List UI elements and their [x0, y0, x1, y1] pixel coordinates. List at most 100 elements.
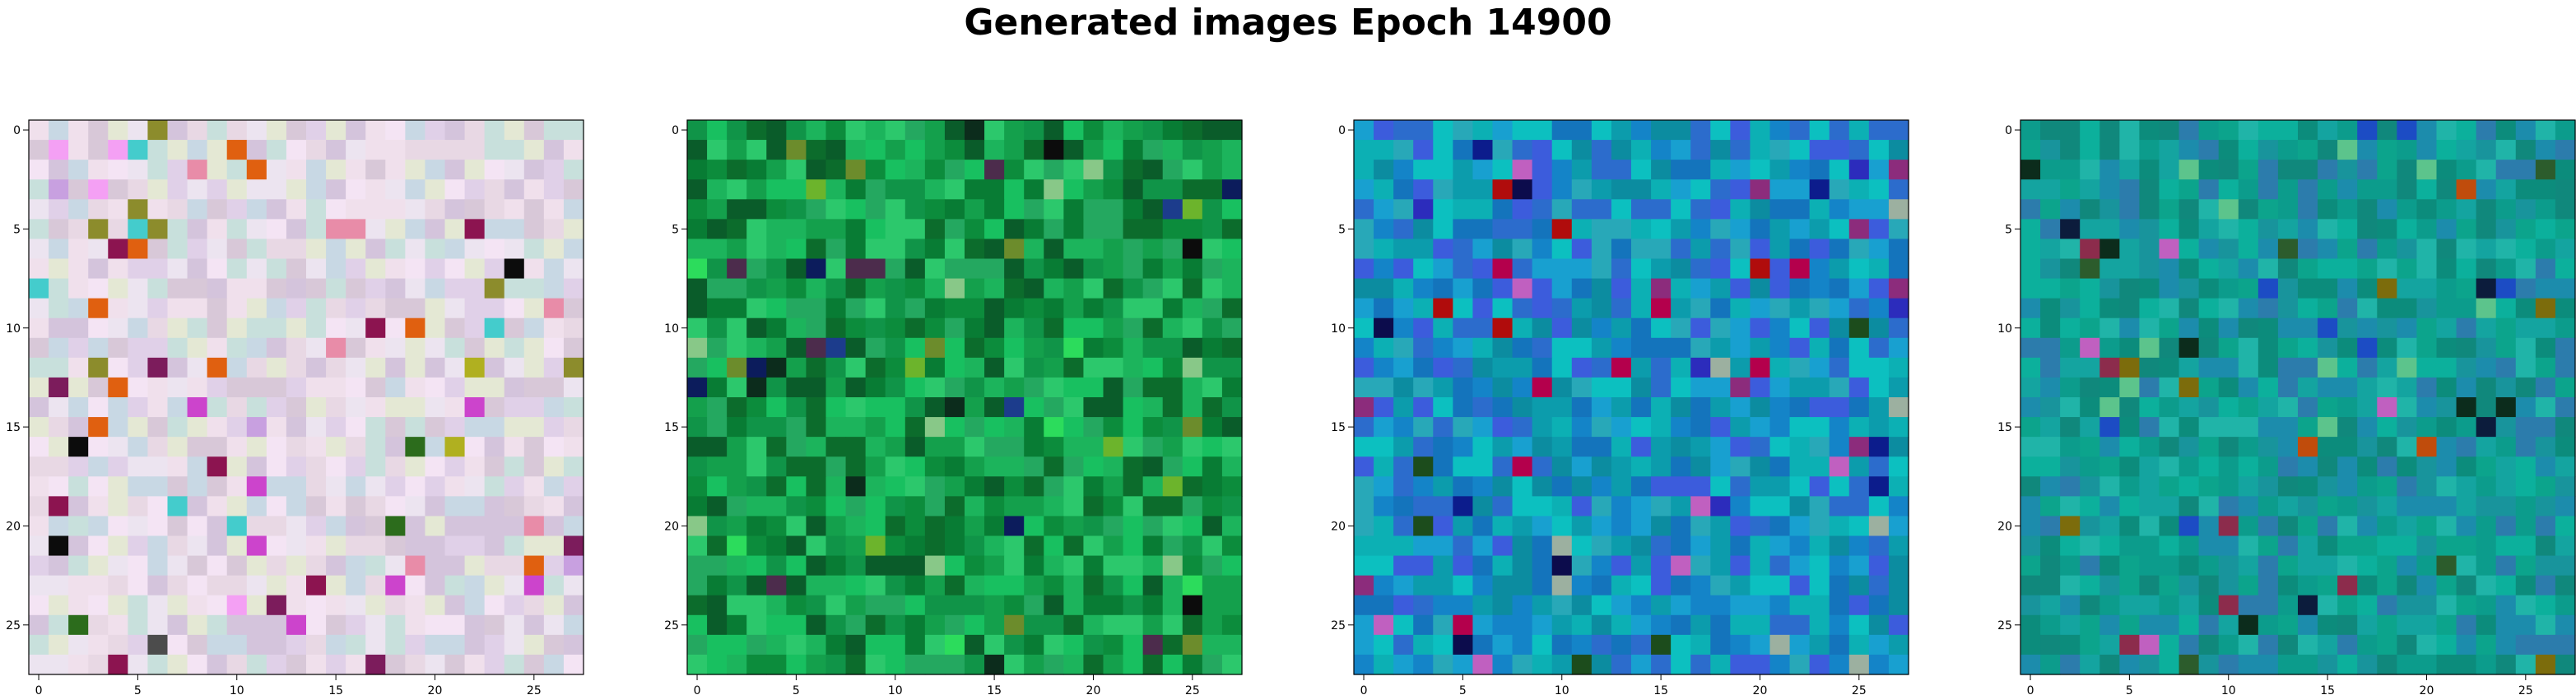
heatmap-cell — [2159, 337, 2180, 359]
heatmap-cell — [786, 417, 807, 438]
heatmap-cell — [543, 317, 565, 339]
heatmap-cell — [687, 575, 708, 596]
heatmap-cell — [2119, 219, 2141, 240]
heatmap-cell — [68, 219, 89, 240]
heatmap-cell — [266, 397, 287, 418]
heatmap-cell — [984, 634, 1005, 656]
heatmap-cell — [207, 258, 228, 280]
heatmap-cell — [1024, 377, 1044, 398]
heatmap-cell — [2277, 377, 2299, 398]
heatmap-cell — [845, 160, 867, 180]
heatmap-cell — [2139, 614, 2160, 636]
heatmap-cell — [1631, 516, 1652, 537]
heatmap-cell — [1888, 298, 1909, 319]
heatmap-cell — [786, 199, 807, 220]
heatmap-cell — [1472, 278, 1494, 299]
heatmap-cell — [766, 456, 787, 477]
heatmap-cell — [226, 160, 248, 180]
heatmap-cell — [1532, 437, 1553, 457]
heatmap-cell — [2476, 199, 2497, 220]
heatmap-cell — [444, 298, 466, 319]
heatmap-cell — [1004, 595, 1025, 616]
heatmap-cell — [2397, 634, 2418, 656]
heatmap-cell — [2257, 239, 2279, 260]
heatmap-cell — [1769, 278, 1791, 299]
heatmap-cell — [806, 535, 827, 557]
heatmap-cell — [1354, 456, 1374, 477]
heatmap-cell — [2277, 337, 2299, 359]
heatmap-cell — [2337, 179, 2358, 200]
heatmap-cell — [2020, 476, 2041, 497]
heatmap-cell — [1789, 535, 1811, 557]
heatmap-cell — [2416, 614, 2438, 636]
heatmap-cell — [2178, 456, 2200, 477]
heatmap-cell — [68, 199, 89, 220]
heatmap-cell — [286, 614, 307, 636]
heatmap-cell — [1888, 535, 1909, 557]
heatmap-cell — [385, 535, 406, 557]
heatmap-cell — [1492, 317, 1514, 339]
heatmap-cell — [1551, 595, 1573, 616]
heatmap-cell — [405, 476, 426, 497]
heatmap-cell — [727, 298, 747, 319]
heatmap-cell — [2060, 634, 2081, 656]
heatmap-cell — [2218, 239, 2239, 260]
heatmap-cell — [484, 654, 505, 675]
heatmap-cell — [1571, 575, 1593, 596]
heatmap-cell — [1083, 555, 1104, 577]
heatmap-cell — [543, 555, 565, 577]
heatmap-cell — [786, 476, 807, 497]
heatmap-cell — [346, 614, 366, 636]
heatmap-cell — [1769, 199, 1791, 220]
heatmap-cell — [2139, 397, 2160, 418]
heatmap-cell — [1769, 337, 1791, 359]
heatmap-cell — [504, 120, 525, 141]
heatmap-cell — [965, 337, 985, 359]
heatmap-cell — [1611, 239, 1632, 260]
heatmap-cell — [2436, 337, 2457, 359]
heatmap-cell — [1789, 199, 1811, 220]
heatmap-cell — [865, 278, 886, 299]
heatmap-cell — [365, 120, 386, 141]
heatmap-cell — [687, 437, 708, 457]
heatmap-cell — [2515, 555, 2536, 577]
heatmap-cell — [128, 535, 149, 557]
heatmap-cell — [2060, 317, 2081, 339]
heatmap-cell — [2476, 337, 2497, 359]
heatmap-cell — [1182, 397, 1203, 418]
heatmap-cell — [944, 160, 965, 180]
heatmap-cell — [2277, 179, 2299, 200]
heatmap-cell — [1710, 575, 1731, 596]
heatmap-cell — [924, 357, 946, 378]
heatmap-cell — [924, 199, 946, 220]
heatmap-cell — [727, 199, 747, 220]
heatmap-cell — [1374, 496, 1394, 517]
heatmap-cell — [1710, 516, 1731, 537]
heatmap-cell — [2159, 634, 2180, 656]
heatmap-cell — [727, 377, 747, 398]
heatmap-cell — [2060, 535, 2081, 557]
heatmap-cell — [444, 595, 466, 616]
heatmap-cell — [1103, 219, 1124, 240]
heatmap-cell — [2139, 278, 2160, 299]
y-tick-label: 10 — [1331, 322, 1346, 336]
heatmap-cell — [1551, 456, 1573, 477]
heatmap-cell — [2020, 516, 2041, 537]
heatmap-cell — [1848, 397, 1870, 418]
heatmap-cell — [1868, 377, 1890, 398]
heatmap-cell — [2495, 575, 2517, 596]
heatmap-cell — [904, 516, 926, 537]
heatmap-cell — [385, 437, 406, 457]
heatmap-cell — [687, 496, 708, 517]
heatmap-cell — [904, 337, 926, 359]
heatmap-cell — [1631, 357, 1652, 378]
heatmap-cell — [1374, 654, 1394, 675]
heatmap-cell — [2377, 476, 2397, 497]
heatmap-cell — [1044, 337, 1064, 359]
heatmap-cell — [1044, 555, 1064, 577]
heatmap-cell — [2080, 317, 2100, 339]
heatmap-cell — [1868, 298, 1890, 319]
heatmap-cell — [1103, 357, 1124, 378]
heatmap-cell — [2377, 357, 2397, 378]
